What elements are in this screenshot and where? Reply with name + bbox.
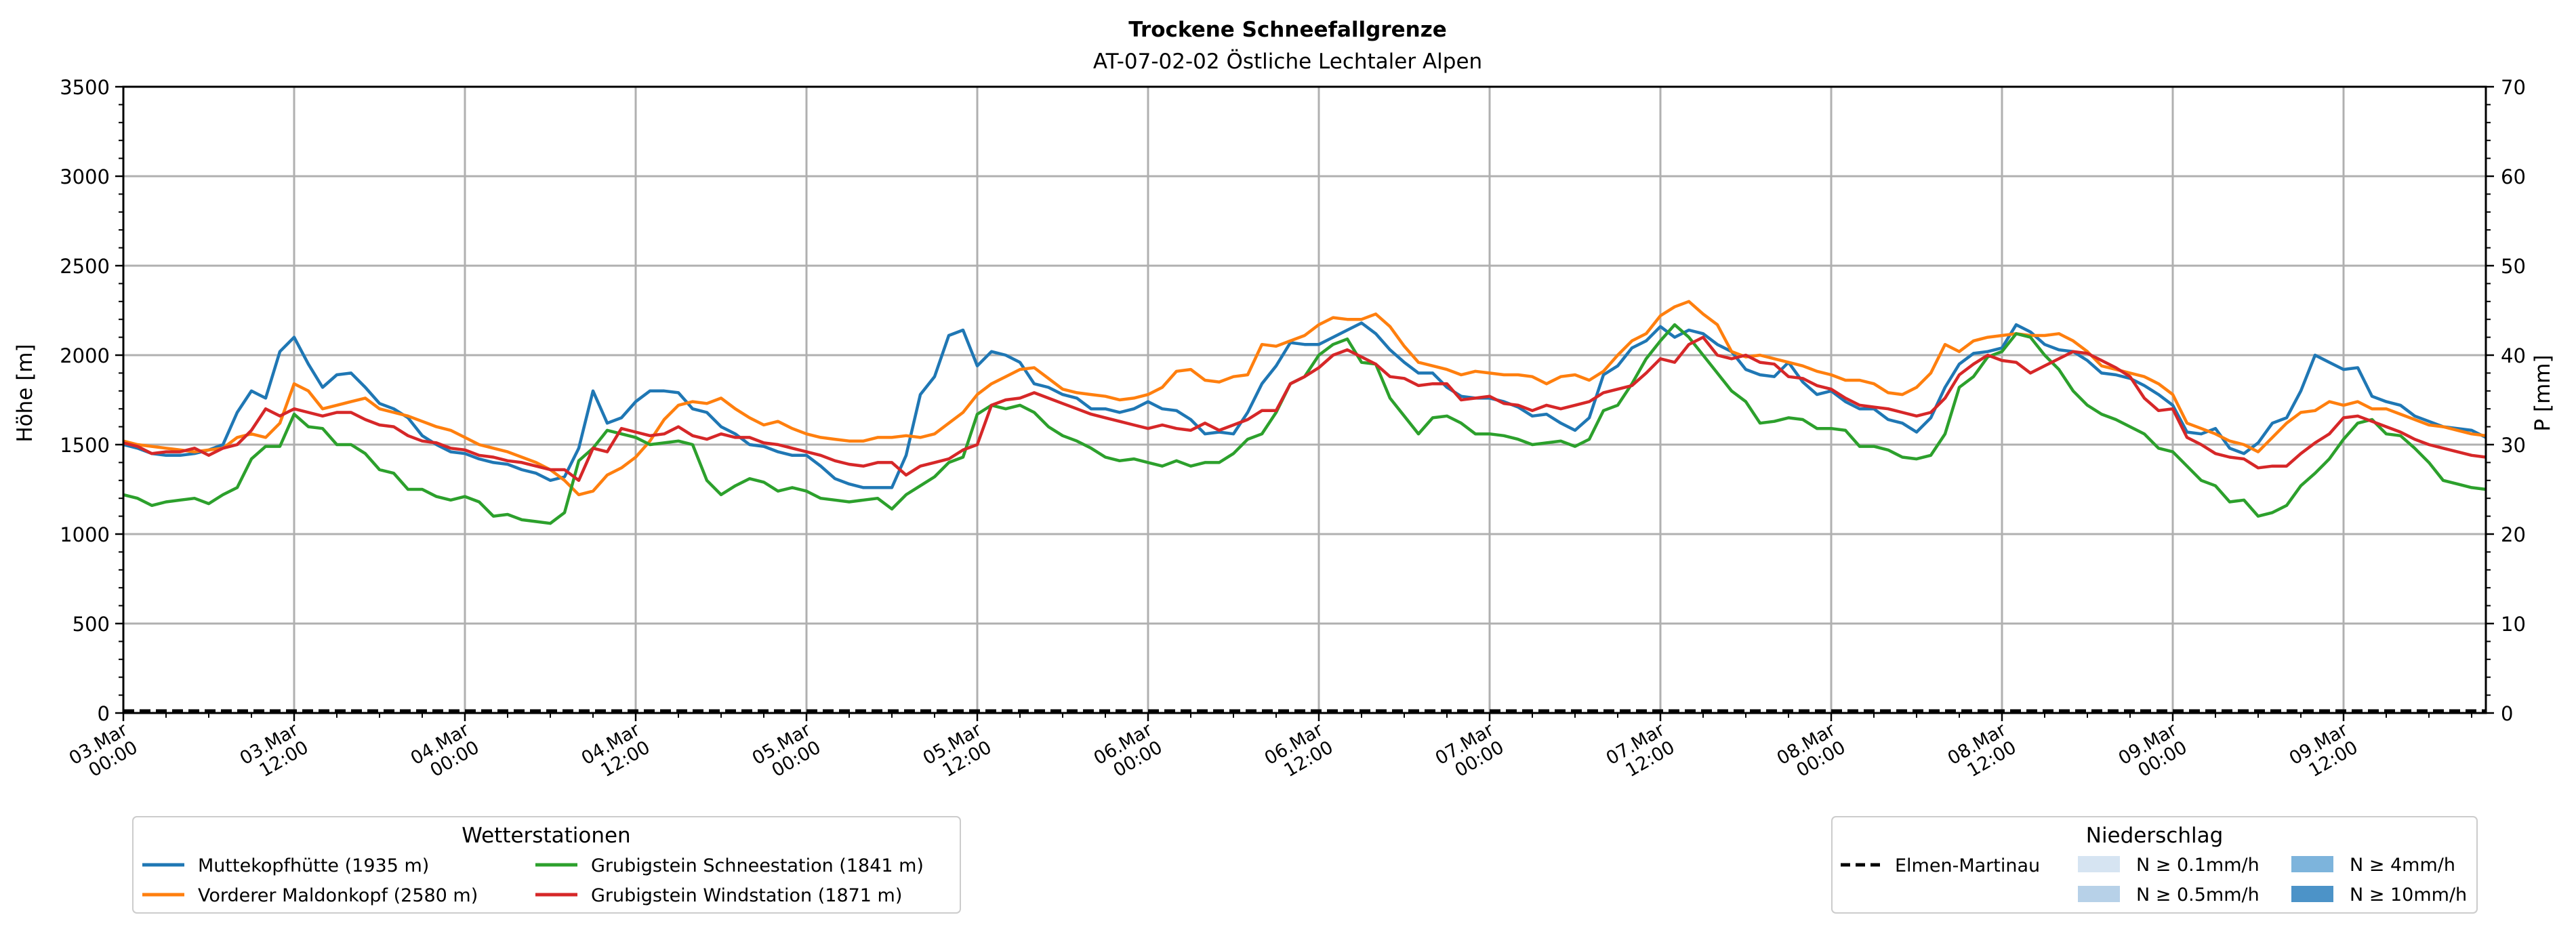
y2-tick-label: 20 xyxy=(2501,523,2526,546)
legend-label-precip-4: N ≥ 10mm/h xyxy=(2350,884,2467,906)
y-axis-label: Höhe [m] xyxy=(13,344,37,442)
y2-tick-label: 30 xyxy=(2501,434,2526,457)
legend-swatch-precip-4 xyxy=(2291,886,2333,902)
legend-label-series-2: Vorderer Maldonkopf (2580 m) xyxy=(198,885,478,906)
legend-swatch-precip-3 xyxy=(2291,856,2333,872)
legend-label-precip-1: N ≥ 0.1mm/h xyxy=(2136,855,2260,876)
grid-lines xyxy=(122,85,2486,714)
y-tick-label: 500 xyxy=(73,613,110,636)
y-tick-label: 2500 xyxy=(60,255,110,278)
series-line-4 xyxy=(123,335,2487,483)
legend-stations-title: Wetterstationen xyxy=(462,823,630,848)
legend-swatch-precip-1 xyxy=(2078,856,2120,872)
y2-tick-label: 70 xyxy=(2501,76,2526,99)
y2-tick-label: 10 xyxy=(2501,613,2526,636)
series-line-1 xyxy=(123,321,2487,489)
legend-label-series-1: Muttekopfhütte (1935 m) xyxy=(198,855,429,876)
y-tick-label: 0 xyxy=(98,702,110,725)
legend-label-series-3: Grubigstein Schneestation (1841 m) xyxy=(591,855,924,876)
legend-precipitation: Niederschlag Elmen-Martinau N ≥ 0.1mm/h N… xyxy=(1831,816,2478,914)
y-tick-label: 1500 xyxy=(60,434,110,457)
y-tick-label: 3000 xyxy=(60,165,110,188)
series-lines xyxy=(123,300,2487,713)
legend-label-precip-3: N ≥ 4mm/h xyxy=(2350,855,2455,876)
series-line-2 xyxy=(123,300,2487,497)
legend-precip-line-label: Elmen-Martinau xyxy=(1895,855,2040,876)
y2-tick-label: 0 xyxy=(2501,702,2513,725)
legend-precipitation-title: Niederschlag xyxy=(2086,823,2224,848)
y-tick-label: 2000 xyxy=(60,344,110,367)
y-tick-label: 1000 xyxy=(60,523,110,546)
y2-tick-label: 60 xyxy=(2501,165,2526,188)
axes: 0 500 1000 1500 2000 2500 3000 3500 0 10 20 30 40 50 6… xyxy=(60,76,2526,781)
y2-tick-label: 40 xyxy=(2501,344,2526,367)
legend-label-precip-2: N ≥ 0.5mm/h xyxy=(2136,884,2260,906)
chart-subtitle: AT-07-02-02 Östliche Lechtaler Alpen xyxy=(1093,49,1482,74)
y2-axis-label: P [mm] xyxy=(2531,354,2555,431)
y2-tick-label: 50 xyxy=(2501,255,2526,278)
legend-stations: Wetterstationen Muttekopfhütte (1935 m) V… xyxy=(132,816,961,914)
chart-title: Trockene Schneefallgrenze xyxy=(1128,18,1447,42)
y-tick-label: 3500 xyxy=(60,76,110,99)
plot-frame xyxy=(122,85,2487,714)
legend-swatch-precip-2 xyxy=(2078,886,2120,902)
legend-label-series-4: Grubigstein Windstation (1871 m) xyxy=(591,885,902,906)
